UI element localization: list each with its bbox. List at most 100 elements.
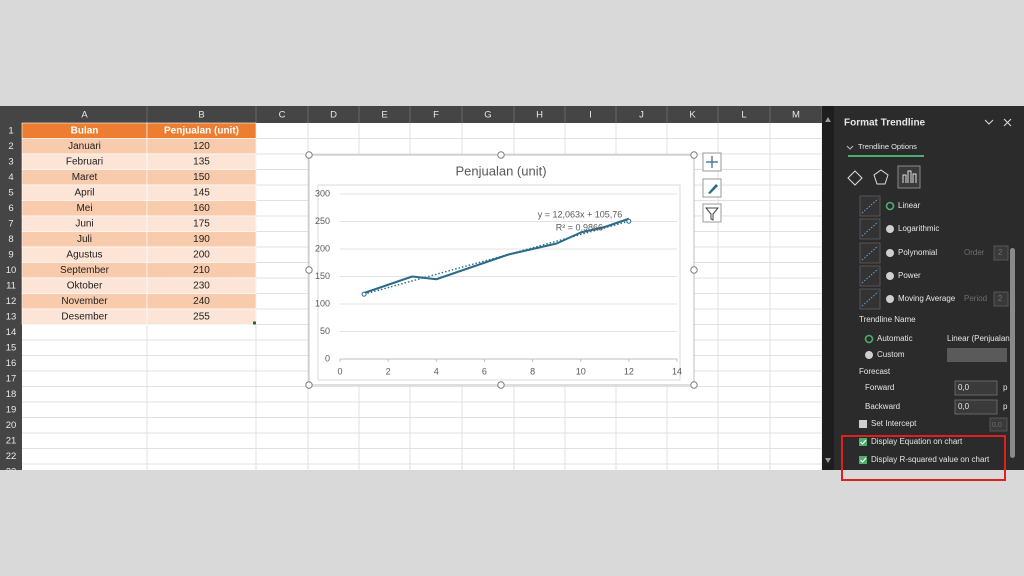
column-header[interactable]: E xyxy=(381,110,387,121)
row-header[interactable]: 2 xyxy=(8,141,13,152)
row-header[interactable]: 13 xyxy=(6,311,17,322)
radio-button[interactable] xyxy=(864,334,874,344)
column-header[interactable]: A xyxy=(81,110,88,121)
checkbox-checked[interactable] xyxy=(859,438,867,446)
close-icon[interactable] xyxy=(1003,118,1012,127)
row-header[interactable]: 22 xyxy=(6,451,17,462)
y-tick-label: 300 xyxy=(315,188,330,198)
resize-handle[interactable] xyxy=(497,381,505,389)
cell-text: Juli xyxy=(77,234,92,245)
scroll-arrow xyxy=(825,117,831,122)
column-header[interactable]: G xyxy=(484,110,491,121)
chart[interactable]: Penjualan (unit) 0 50 100 150 200 250 300 0 2 4 6 8 1… xyxy=(305,151,722,389)
resize-handle[interactable] xyxy=(690,151,698,159)
column-header[interactable]: M xyxy=(792,110,800,121)
row-header[interactable]: 6 xyxy=(8,203,13,214)
y-tick-label: 250 xyxy=(315,216,330,226)
row-header[interactable]: 1 xyxy=(8,125,13,136)
scroll-arrow xyxy=(825,458,831,463)
trendline[interactable] xyxy=(363,220,630,295)
panel-background xyxy=(834,106,1024,470)
row-header[interactable]: 3 xyxy=(8,156,13,167)
collapse-icon[interactable] xyxy=(984,119,994,125)
cell-text: 120 xyxy=(193,141,210,152)
column-header[interactable]: F xyxy=(433,110,439,121)
chart-styles-button[interactable] xyxy=(702,178,722,198)
resize-handle[interactable] xyxy=(305,266,313,274)
series-line[interactable] xyxy=(363,217,630,294)
row-header[interactable]: 4 xyxy=(8,172,13,183)
row-header[interactable]: 16 xyxy=(6,358,17,369)
row-header[interactable]: 14 xyxy=(6,327,17,338)
row-header[interactable]: 10 xyxy=(6,265,17,276)
backward-input[interactable] xyxy=(954,399,998,415)
resize-handle[interactable] xyxy=(305,151,313,159)
cell-text: April xyxy=(74,187,94,198)
panel-label: Set Intercept xyxy=(871,419,917,428)
x-tick-label: 4 xyxy=(434,366,439,376)
checkbox-checked[interactable] xyxy=(859,456,867,464)
effects-icon[interactable] xyxy=(873,169,889,185)
forward-input[interactable] xyxy=(954,380,998,396)
cell-text: Juni xyxy=(75,218,93,229)
resize-handle[interactable] xyxy=(690,381,698,389)
column-header[interactable]: D xyxy=(330,110,337,121)
row-header[interactable]: 18 xyxy=(6,389,17,400)
row-header[interactable]: 9 xyxy=(8,249,13,260)
order-value: 2 xyxy=(998,248,1003,257)
column-header[interactable]: K xyxy=(689,110,696,121)
row-header[interactable]: 19 xyxy=(6,404,17,415)
format-panel: Format Trendline Trendline Options Linear L… xyxy=(822,106,1024,481)
sheet-scrollbar xyxy=(822,106,834,470)
row-header[interactable]: 21 xyxy=(6,435,17,446)
chart-title: Penjualan (unit) xyxy=(455,163,546,178)
resize-handle[interactable] xyxy=(305,381,313,389)
column-header[interactable]: H xyxy=(536,110,543,121)
x-tick-label: 10 xyxy=(576,366,586,376)
radio-button[interactable] xyxy=(865,351,873,359)
column-header[interactable]: J xyxy=(639,110,644,121)
cell-text: 135 xyxy=(193,156,210,167)
row-header[interactable]: 5 xyxy=(8,187,13,198)
resize-handle[interactable] xyxy=(690,266,698,274)
column-header[interactable]: B xyxy=(198,110,204,121)
y-tick-label: 0 xyxy=(325,353,330,363)
custom-name-input[interactable] xyxy=(947,348,1007,362)
header-text: Bulan xyxy=(71,125,99,136)
radio-button[interactable] xyxy=(886,295,894,303)
row-header[interactable]: 15 xyxy=(6,342,17,353)
panel-label: Forward xyxy=(865,383,894,392)
column-header[interactable]: C xyxy=(279,110,286,121)
row-header[interactable]: 20 xyxy=(6,420,17,431)
plus-icon xyxy=(706,156,718,168)
radio-button[interactable] xyxy=(885,201,895,211)
row-header[interactable]: 8 xyxy=(8,234,13,245)
row-header[interactable]: 11 xyxy=(6,280,16,291)
options-icon-box[interactable] xyxy=(897,165,921,189)
brush-icon xyxy=(708,184,718,194)
section-tab[interactable]: Trendline Options xyxy=(858,142,917,151)
fill-icon[interactable] xyxy=(847,170,863,186)
trend-thumbnail xyxy=(859,288,881,310)
thumbnail-line xyxy=(861,245,879,261)
row-header[interactable]: 12 xyxy=(6,296,17,307)
resize-handle[interactable] xyxy=(497,151,505,159)
column-header[interactable]: L xyxy=(741,110,746,121)
cell-text: 150 xyxy=(193,172,210,183)
radio-button[interactable] xyxy=(886,249,894,257)
trendline-r-squared: R² = 0,9866 xyxy=(556,222,603,232)
row-header[interactable]: 7 xyxy=(8,218,13,229)
thumbnail-line xyxy=(861,198,879,214)
row-header[interactable]: 23 xyxy=(6,466,17,477)
trend-thumbnail xyxy=(859,265,881,287)
radio-button[interactable] xyxy=(886,225,894,233)
column-header[interactable]: I xyxy=(589,110,592,121)
table-cell[interactable] xyxy=(146,308,257,325)
checkbox[interactable] xyxy=(859,420,867,428)
cell-text: 240 xyxy=(193,296,210,307)
radio-button[interactable] xyxy=(886,272,894,280)
row-header[interactable]: 17 xyxy=(6,373,17,384)
input-value: 0,0 xyxy=(958,402,970,411)
panel-label: Custom xyxy=(877,350,905,359)
